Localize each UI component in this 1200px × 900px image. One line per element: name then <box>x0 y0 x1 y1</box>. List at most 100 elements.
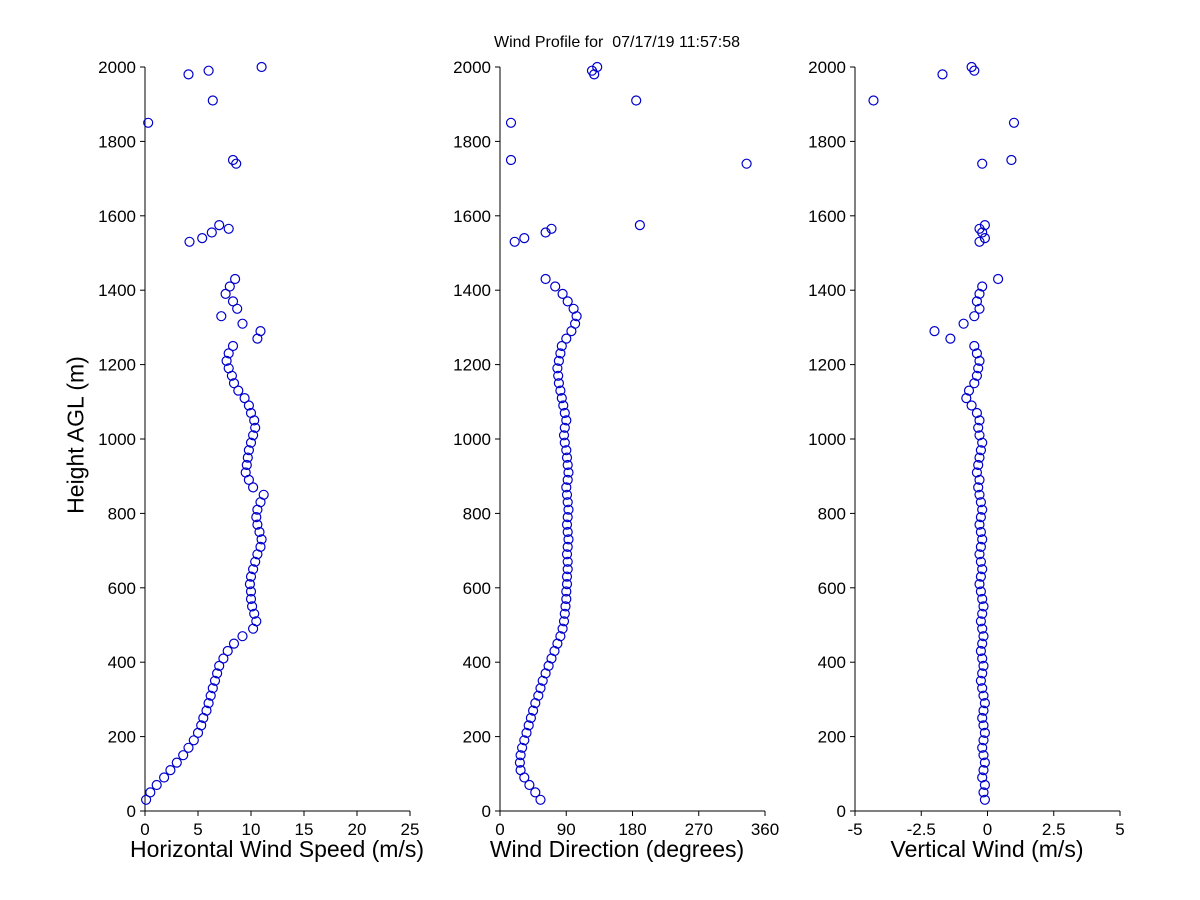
data-point-marker <box>975 511 987 523</box>
data-point-marker <box>977 653 988 664</box>
y-tick-label: 0 <box>127 802 136 821</box>
data-point-marker <box>251 616 262 627</box>
x-tick-label: 20 <box>348 820 367 839</box>
data-point-marker <box>969 378 980 389</box>
data-point-marker <box>974 489 985 500</box>
y-tick-label: 0 <box>482 802 491 821</box>
x-axis-label-horizontal-wind-speed: Horizontal Wind Speed (m/s) <box>130 836 424 862</box>
data-point-marker <box>231 158 242 169</box>
data-point-marker <box>978 735 989 746</box>
x-axis-label-vertical-wind: Vertical Wind (m/s) <box>890 836 1084 862</box>
data-point-marker <box>245 586 257 597</box>
data-point-marker <box>974 303 985 314</box>
data-point-marker <box>977 683 988 694</box>
data-point-marker <box>975 675 987 686</box>
data-point-marker <box>151 779 162 791</box>
subplot-2-x-ticks: 0 90 180 270 360 <box>495 811 779 839</box>
data-point-marker <box>979 779 991 791</box>
data-point-marker <box>563 504 574 515</box>
data-point-marker <box>975 586 987 597</box>
data-point-marker <box>979 794 991 805</box>
data-point-marker <box>540 227 551 238</box>
data-point-marker <box>569 318 581 329</box>
data-point-marker <box>143 117 154 128</box>
data-point-marker <box>977 668 988 679</box>
y-tick-label: 1600 <box>453 207 491 226</box>
data-point-marker <box>561 445 572 456</box>
data-point-marker <box>524 779 535 791</box>
data-point-marker <box>559 422 570 433</box>
data-point-marker <box>255 326 266 337</box>
y-tick-label: 2000 <box>453 58 491 77</box>
data-point-marker <box>248 482 259 493</box>
data-point-marker <box>227 296 239 307</box>
data-point-marker <box>978 787 989 798</box>
data-point-marker <box>963 385 975 396</box>
data-point-marker <box>971 370 983 381</box>
x-tick-label: 0 <box>495 820 504 839</box>
data-point-marker <box>209 675 221 686</box>
data-point-marker <box>233 385 244 396</box>
data-point-marker <box>971 407 983 419</box>
y-tick-label: 1800 <box>98 132 136 151</box>
data-point-marker <box>540 273 551 285</box>
data-point-marker <box>978 631 989 642</box>
data-point-marker <box>966 61 977 73</box>
y-tick-label: 200 <box>818 728 846 747</box>
data-point-marker <box>258 489 269 500</box>
data-point-marker <box>975 616 987 627</box>
data-point-marker <box>523 720 534 731</box>
data-point-marker <box>553 378 565 389</box>
data-point-marker <box>977 712 988 724</box>
data-point-marker <box>974 549 985 560</box>
data-point-marker <box>958 318 969 329</box>
data-point-marker <box>221 355 232 366</box>
data-point-marker <box>631 95 642 106</box>
y-tick-label: 1000 <box>453 430 491 449</box>
data-point-marker <box>557 288 568 299</box>
data-point-marker <box>228 638 240 649</box>
data-point-marker <box>561 578 573 590</box>
data-point-marker <box>977 608 988 619</box>
data-point-marker <box>207 683 218 694</box>
y-tick-label: 1600 <box>98 207 136 226</box>
data-point-marker <box>568 303 579 314</box>
data-point-marker <box>255 541 266 553</box>
data-point-marker <box>977 742 988 753</box>
data-point-marker <box>974 474 985 485</box>
data-point-marker <box>974 452 985 463</box>
x-tick-label: -5 <box>847 820 862 839</box>
data-point-marker <box>974 223 985 234</box>
data-point-marker <box>240 467 251 478</box>
data-point-marker <box>977 772 988 783</box>
y-tick-label: 1600 <box>808 207 846 226</box>
data-point-marker <box>561 482 572 493</box>
y-tick-label: 400 <box>818 653 846 672</box>
data-point-marker <box>562 556 573 567</box>
y-tick-label: 400 <box>463 653 491 672</box>
data-point-marker <box>505 154 517 166</box>
data-point-marker <box>555 385 566 396</box>
data-point-marker <box>586 65 598 76</box>
data-point-marker <box>218 653 229 664</box>
data-point-marker <box>239 393 250 404</box>
data-point-marker <box>178 750 189 761</box>
data-point-marker <box>223 348 234 359</box>
data-point-marker <box>975 445 987 456</box>
data-point-marker <box>533 690 544 701</box>
data-point-marker <box>552 363 563 374</box>
data-point-marker <box>966 400 977 411</box>
data-point-marker <box>561 333 572 344</box>
data-point-marker <box>975 556 987 567</box>
subplot-1-x-ticks: 0 5 10 15 20 25 <box>140 811 419 839</box>
y-tick-label: 800 <box>463 504 491 523</box>
data-point-marker <box>557 623 568 634</box>
data-point-marker <box>237 631 248 642</box>
data-point-marker <box>978 705 989 716</box>
data-point-marker <box>561 519 573 530</box>
y-tick-label: 800 <box>108 504 136 523</box>
data-point-marker <box>525 712 537 724</box>
data-point-marker <box>216 311 227 322</box>
y-tick-label: 1000 <box>98 430 136 449</box>
